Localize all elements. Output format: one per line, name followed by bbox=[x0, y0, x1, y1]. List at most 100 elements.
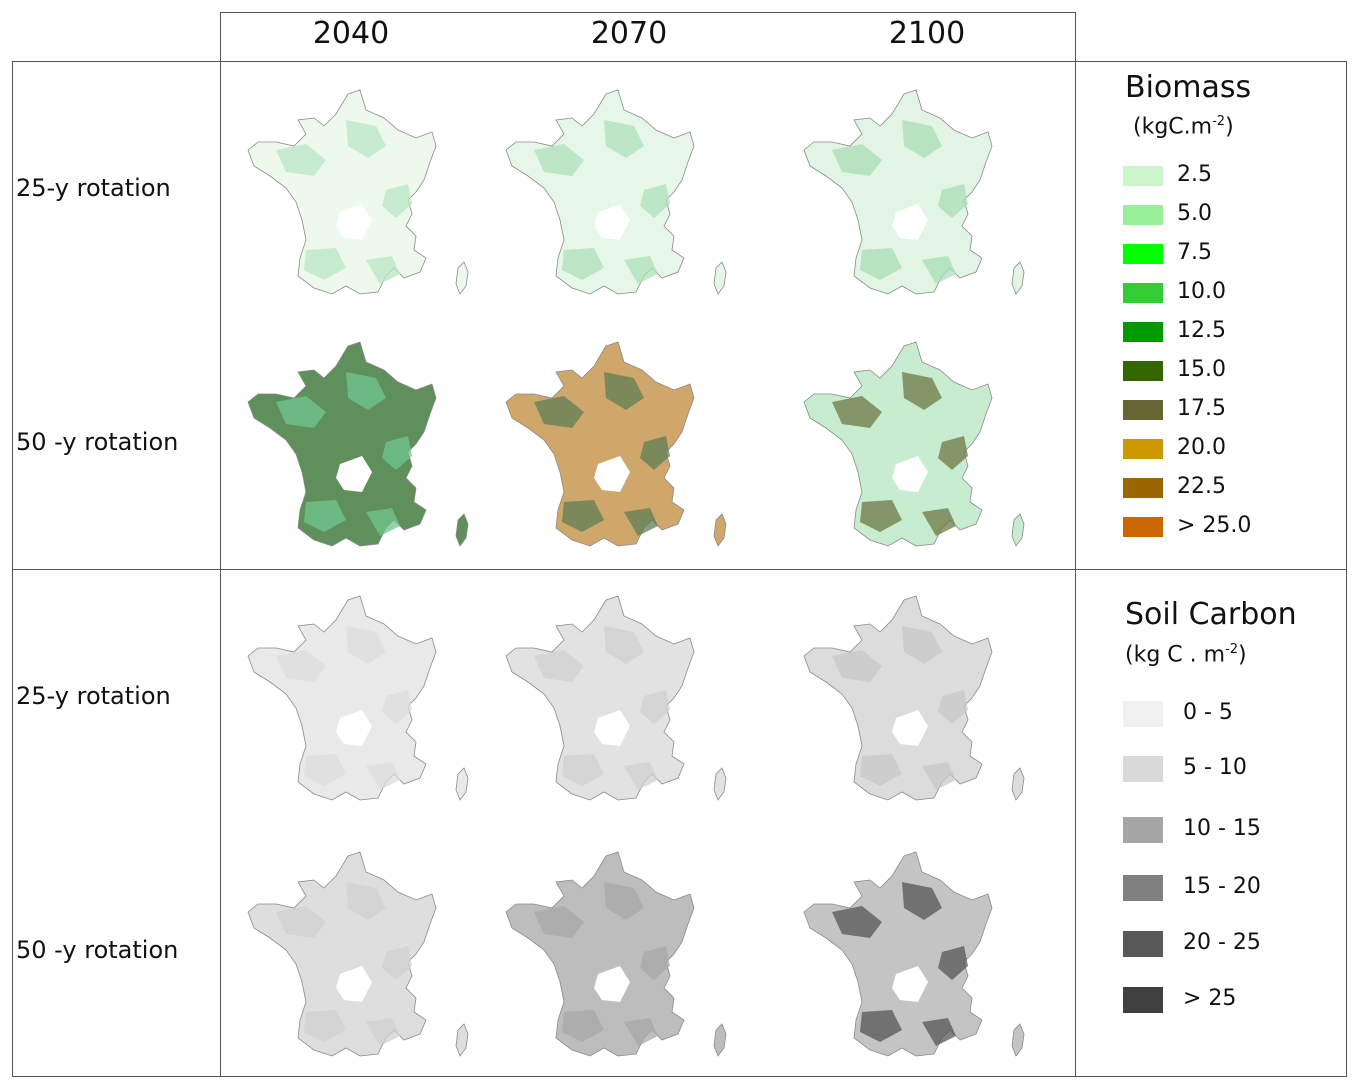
legend-label-biomass-0: 2.5 bbox=[1177, 162, 1212, 187]
legend-swatch-soil-5 bbox=[1123, 987, 1163, 1013]
value-patch bbox=[604, 626, 644, 664]
legend-label-biomass-9: > 25.0 bbox=[1177, 513, 1252, 538]
value-patch bbox=[922, 762, 956, 790]
value-patch bbox=[366, 508, 400, 536]
legend-unit-soil-carbon: (kg C . m-2) bbox=[1125, 642, 1247, 668]
france-outline bbox=[505, 851, 695, 1057]
frame-top-header bbox=[220, 12, 1076, 13]
massif-central-gap bbox=[594, 710, 630, 746]
value-patch bbox=[640, 946, 670, 980]
value-patch bbox=[534, 144, 584, 176]
value-patch bbox=[640, 184, 670, 218]
value-patch bbox=[346, 120, 386, 158]
legend-label-biomass-5: 15.0 bbox=[1177, 357, 1226, 382]
france-outline bbox=[505, 341, 695, 547]
value-patch bbox=[624, 1018, 658, 1046]
value-patch bbox=[276, 650, 326, 682]
legend-unit-biomass-close: ) bbox=[1225, 114, 1234, 140]
value-patch bbox=[922, 256, 956, 284]
corsica-outline bbox=[713, 513, 727, 547]
massif-central-gap bbox=[336, 456, 372, 492]
france-outline bbox=[505, 595, 695, 801]
corsica-outline bbox=[455, 261, 469, 295]
massif-central-gap bbox=[892, 456, 928, 492]
france-outline bbox=[803, 595, 993, 801]
map-soil-25y-2070 bbox=[494, 586, 734, 816]
column-header-2040: 2040 bbox=[312, 16, 390, 51]
value-patch bbox=[382, 946, 412, 980]
legend-unit-soil-close: ) bbox=[1238, 642, 1247, 668]
value-patch bbox=[832, 396, 882, 428]
value-patch bbox=[562, 248, 604, 280]
legend-swatch-biomass-9 bbox=[1123, 517, 1163, 537]
corsica-outline bbox=[455, 767, 469, 801]
legend-unit-soil-exp: -2 bbox=[1225, 642, 1239, 657]
value-patch bbox=[562, 500, 604, 532]
legend-swatch-biomass-3 bbox=[1123, 283, 1163, 303]
legend-label-soil-4: 20 - 25 bbox=[1183, 930, 1261, 955]
map-soil-50y-2100 bbox=[792, 842, 1032, 1072]
legend-swatch-biomass-0 bbox=[1123, 166, 1163, 186]
massif-central-gap bbox=[892, 710, 928, 746]
legend-swatch-biomass-8 bbox=[1123, 478, 1163, 498]
legend-unit-biomass-exp: -2 bbox=[1212, 114, 1226, 129]
massif-central-gap bbox=[336, 966, 372, 1002]
frame-top bbox=[12, 61, 1347, 62]
legend-label-biomass-1: 5.0 bbox=[1177, 201, 1212, 226]
legend-unit-biomass-base: kgC.m bbox=[1141, 114, 1213, 140]
france-outline bbox=[247, 595, 437, 801]
legend-swatch-biomass-7 bbox=[1123, 439, 1163, 459]
france-outline bbox=[803, 89, 993, 295]
france-outline bbox=[803, 851, 993, 1057]
legend-label-soil-2: 10 - 15 bbox=[1183, 816, 1261, 841]
map-biomass-50y-2100 bbox=[792, 332, 1032, 562]
value-patch bbox=[832, 144, 882, 176]
map-biomass-50y-2070 bbox=[494, 332, 734, 562]
value-patch bbox=[938, 690, 968, 724]
france-outline bbox=[247, 341, 437, 547]
value-patch bbox=[346, 882, 386, 920]
legend-label-biomass-6: 17.5 bbox=[1177, 396, 1226, 421]
value-patch bbox=[304, 500, 346, 532]
frame-bottom bbox=[12, 1076, 1347, 1077]
legend-swatch-biomass-5 bbox=[1123, 361, 1163, 381]
map-soil-50y-2040 bbox=[236, 842, 476, 1072]
corsica-outline bbox=[1011, 513, 1025, 547]
value-patch bbox=[562, 754, 604, 786]
value-patch bbox=[534, 396, 584, 428]
france-outline bbox=[247, 89, 437, 295]
value-patch bbox=[938, 184, 968, 218]
massif-central-gap bbox=[336, 710, 372, 746]
corsica-outline bbox=[455, 1023, 469, 1057]
row-label-biomass-25y: 25-y rotation bbox=[16, 174, 171, 202]
value-patch bbox=[640, 436, 670, 470]
france-outline bbox=[247, 851, 437, 1057]
legend-swatch-soil-4 bbox=[1123, 931, 1163, 957]
legend-label-soil-0: 0 - 5 bbox=[1183, 700, 1233, 725]
value-patch bbox=[534, 650, 584, 682]
legend-label-soil-1: 5 - 10 bbox=[1183, 755, 1247, 780]
massif-central-gap bbox=[892, 204, 928, 240]
row-label-soil-25y: 25-y rotation bbox=[16, 682, 171, 710]
value-patch bbox=[860, 1010, 902, 1042]
map-soil-25y-2100 bbox=[792, 586, 1032, 816]
corsica-outline bbox=[455, 513, 469, 547]
value-patch bbox=[382, 184, 412, 218]
massif-central-gap bbox=[594, 456, 630, 492]
value-patch bbox=[382, 436, 412, 470]
massif-central-gap bbox=[594, 204, 630, 240]
massif-central-gap bbox=[594, 966, 630, 1002]
value-patch bbox=[276, 906, 326, 938]
map-biomass-25y-2040 bbox=[236, 80, 476, 310]
frame-left bbox=[12, 61, 13, 1077]
value-patch bbox=[562, 1010, 604, 1042]
value-patch bbox=[534, 906, 584, 938]
corsica-outline bbox=[1011, 1023, 1025, 1057]
value-patch bbox=[604, 372, 644, 410]
value-patch bbox=[624, 256, 658, 284]
map-biomass-50y-2040 bbox=[236, 332, 476, 562]
value-patch bbox=[366, 1018, 400, 1046]
frame-right bbox=[1346, 61, 1347, 1077]
legend-swatch-soil-3 bbox=[1123, 875, 1163, 901]
value-patch bbox=[366, 256, 400, 284]
